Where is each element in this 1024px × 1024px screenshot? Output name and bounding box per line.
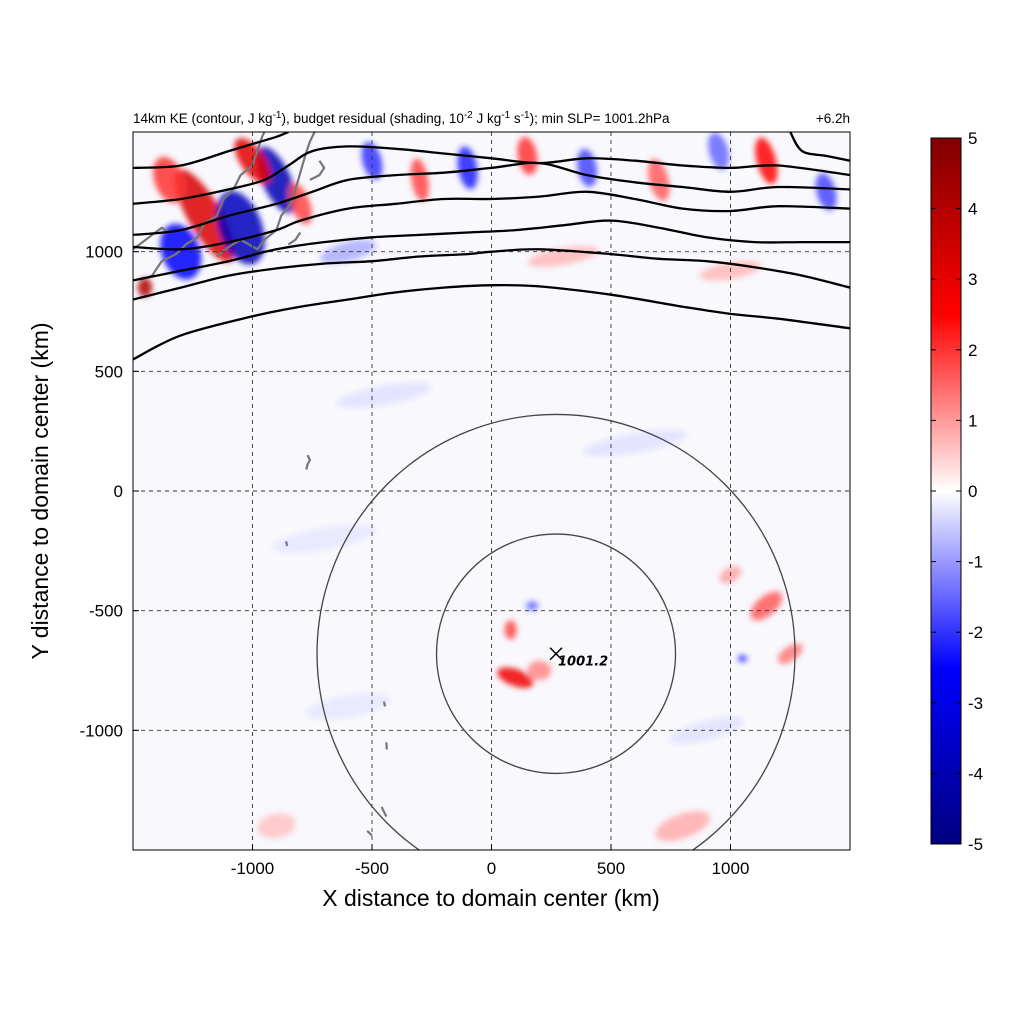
coastline-segment <box>284 541 289 547</box>
shading-feature <box>815 173 837 211</box>
shading-feature <box>737 654 748 663</box>
coastline-segment <box>309 160 326 181</box>
chart-title: 14km KE (contour, J kg-1), budget residu… <box>133 110 670 126</box>
shading-feature <box>410 158 429 202</box>
shading-feature <box>234 138 271 184</box>
colorbar-tick-label: -1 <box>968 553 983 572</box>
shading-feature <box>583 430 687 457</box>
storm-center-label: 1001.2 <box>558 655 608 670</box>
colorbar-tick-label: 4 <box>968 200 977 219</box>
ke-contour-line <box>133 248 850 301</box>
ke-contour-line <box>789 132 850 162</box>
shading-feature <box>527 660 552 681</box>
colorbar-tick-label: -4 <box>968 764 983 783</box>
range-rings <box>316 413 796 850</box>
coastline-segment <box>133 226 170 251</box>
coastline-segment <box>382 701 387 707</box>
plot-area: 1001.2 <box>133 132 850 850</box>
ke-contour-line <box>133 283 850 361</box>
range-ring <box>435 533 677 775</box>
x-tick-label: 500 <box>597 859 625 878</box>
x-tick-label: -1000 <box>231 859 274 878</box>
colorbar: 5 4 3 2 1 0 -1 -2 -3 -4 -5 <box>930 129 983 854</box>
shading-feature <box>504 620 517 640</box>
colorbar-tick-label: -2 <box>968 623 983 642</box>
shading-feature <box>160 223 202 280</box>
x-tick-label: 1000 <box>712 859 750 878</box>
y-tick-label: -1000 <box>80 721 123 740</box>
x-ticks: -1000 -500 0 500 1000 <box>231 844 750 878</box>
coastline-segment <box>305 454 311 470</box>
coastline-segment <box>139 132 266 282</box>
shading-feature <box>305 693 391 720</box>
storm-center: 1001.2 <box>549 647 608 670</box>
range-ring <box>316 413 796 850</box>
y-tick-label: 1000 <box>85 243 123 262</box>
shading-feature <box>755 137 778 184</box>
ke-contour-line <box>133 132 289 170</box>
shading-feature <box>708 132 730 170</box>
x-tick-label: 0 <box>487 859 496 878</box>
colorbar-tick-label: 1 <box>968 411 977 430</box>
ke-contour-line <box>133 161 850 237</box>
colorbar-tick-label: -3 <box>968 694 983 713</box>
shading-feature <box>750 591 783 621</box>
shading-feature <box>137 277 153 298</box>
ke-contour-line <box>133 219 850 282</box>
colorbar-tick-label: 0 <box>968 482 977 501</box>
shading-feature <box>517 137 538 175</box>
colorbar-tick-label: 5 <box>968 129 977 148</box>
colorbar-tick-label: -5 <box>968 835 983 854</box>
shading-feature <box>361 142 383 180</box>
shading-feature <box>497 667 534 688</box>
y-tick-label: -500 <box>89 602 123 621</box>
shading-feature <box>526 601 539 611</box>
ke-contours <box>133 132 850 361</box>
coastline-segment <box>385 742 388 750</box>
y-tick-label: 0 <box>114 482 123 501</box>
shading-feature <box>320 239 376 264</box>
shading-feature <box>669 716 744 744</box>
colorbar-tick-label: 2 <box>968 341 977 360</box>
storm-center-marker <box>549 647 563 661</box>
colorbar-ticks: 5 4 3 2 1 0 -1 -2 -3 -4 -5 <box>931 129 983 854</box>
colorbar-tick-label: 3 <box>968 270 977 289</box>
time-label: +6.2h <box>816 111 850 126</box>
shading-feature <box>655 811 710 841</box>
shading-feature <box>777 643 803 664</box>
coastline-segment <box>380 806 388 817</box>
x-tick-label: -500 <box>355 859 389 878</box>
ke-contour-line <box>133 145 850 205</box>
coastline-segment <box>366 830 373 837</box>
shading-feature <box>648 158 670 201</box>
ke-contour-line <box>133 190 850 251</box>
y-ticks: 1000 500 0 -500 -1000 <box>80 243 139 740</box>
shading-feature <box>174 169 235 263</box>
y-axis-label: Y distance to domain center (km) <box>27 322 53 659</box>
coastline-segment <box>287 231 302 246</box>
y-tick-label: 500 <box>95 362 123 381</box>
shading-feature <box>257 813 296 839</box>
shading-feature <box>336 382 432 408</box>
x-axis-label: X distance to domain center (km) <box>322 885 659 911</box>
